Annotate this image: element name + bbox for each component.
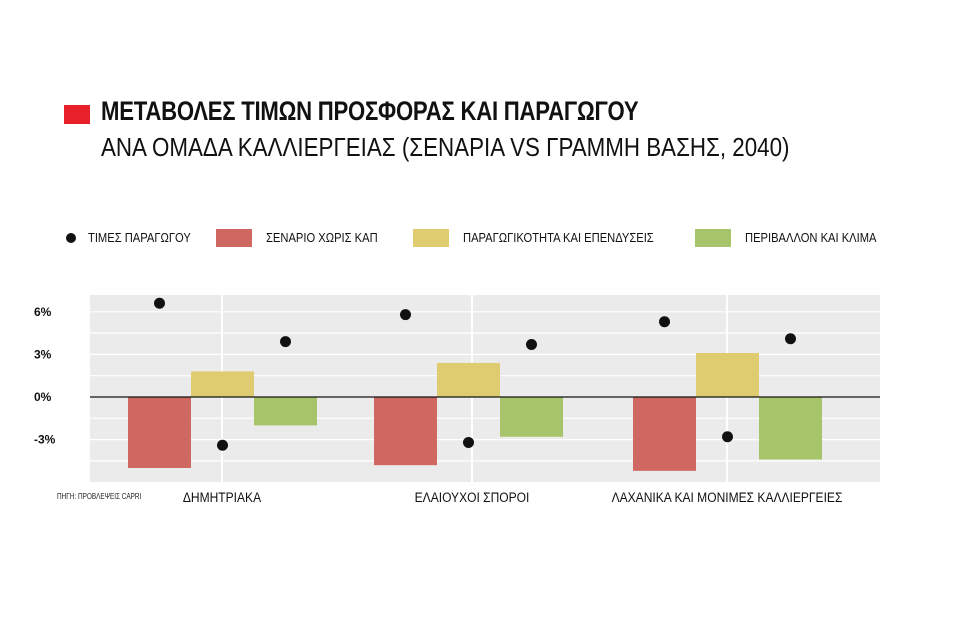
producer-price-point: [526, 338, 537, 350]
y-tick-label: -3%: [34, 433, 56, 447]
producer-price-point: [280, 336, 291, 348]
producer-price-point: [217, 439, 228, 451]
category-label: ΛΑΧΑΝΙΚΑ ΚΑΙ ΜΟΝΙΜΕΣ ΚΑΛΛΙΕΡΓΕΙΕΣ: [612, 489, 843, 505]
bar-environment: [254, 397, 317, 426]
chart-title: ΜΕΤΑΒΟΛΕΣ ΤΙΜΩΝ ΠΡΟΣΦΟΡΑΣ ΚΑΙ ΠΑΡΑΓΩΓΟΥ: [101, 96, 639, 126]
bar-no-cap: [633, 397, 696, 471]
y-tick-label: 0%: [34, 390, 52, 404]
y-tick-label: 6%: [34, 305, 52, 319]
bar-no-cap: [128, 397, 191, 468]
legend-label: ΠΕΡΙΒΑΛΛΟΝ ΚΑΙ ΚΛΙΜΑ: [745, 230, 877, 245]
title-marker: [64, 105, 90, 124]
y-tick-label: 3%: [34, 347, 52, 361]
bar-productivity: [191, 371, 254, 397]
bar-no-cap: [374, 397, 437, 466]
bar-environment: [500, 397, 563, 437]
legend: ΤΙΜΕΣ ΠΑΡΑΓΩΓΟΥ ΣΕΝΑΡΙΟ ΧΩΡΙΣ ΚΑΠ ΠΑΡΑΓΩ…: [0, 0, 960, 247]
producer-price-point: [722, 431, 733, 443]
producer-price-point: [659, 316, 670, 328]
legend-dot-marker: [66, 233, 76, 243]
category-label: ΔΗΜΗΤΡΙΑΚΑ: [183, 489, 261, 505]
category-label: ΕΛΑΙΟΥΧΟΙ ΣΠΟΡΟΙ: [415, 489, 530, 505]
producer-price-point: [463, 436, 474, 448]
bar-productivity: [437, 362, 500, 397]
legend-swatch: [695, 229, 731, 247]
legend-swatch: [216, 229, 252, 247]
legend-label: ΠΑΡΑΓΩΓΙΚΟΤΗΤΑ ΚΑΙ ΕΠΕΝΔΥΣΕΙΣ: [463, 230, 654, 245]
legend-label: ΣΕΝΑΡΙΟ ΧΩΡΙΣ ΚΑΠ: [266, 230, 378, 245]
producer-price-point: [154, 297, 165, 309]
source-note: ΠΗΓΗ: ΠΡΟΒΛΕΨΕΙΣ CAPRI: [57, 492, 142, 501]
legend-label: ΤΙΜΕΣ ΠΑΡΑΓΩΓΟΥ: [88, 230, 191, 245]
producer-price-point: [400, 309, 411, 321]
legend-swatch: [413, 229, 449, 247]
producer-price-point: [785, 333, 796, 345]
bar-productivity: [696, 352, 759, 397]
chart-subtitle: ΑΝΑ ΟΜΑΔΑ ΚΑΛΛΙΕΡΓΕΙΑΣ (ΣΕΝΑΡΙΑ VS ΓΡΑΜΜ…: [101, 132, 790, 162]
bar-environment: [759, 397, 822, 460]
